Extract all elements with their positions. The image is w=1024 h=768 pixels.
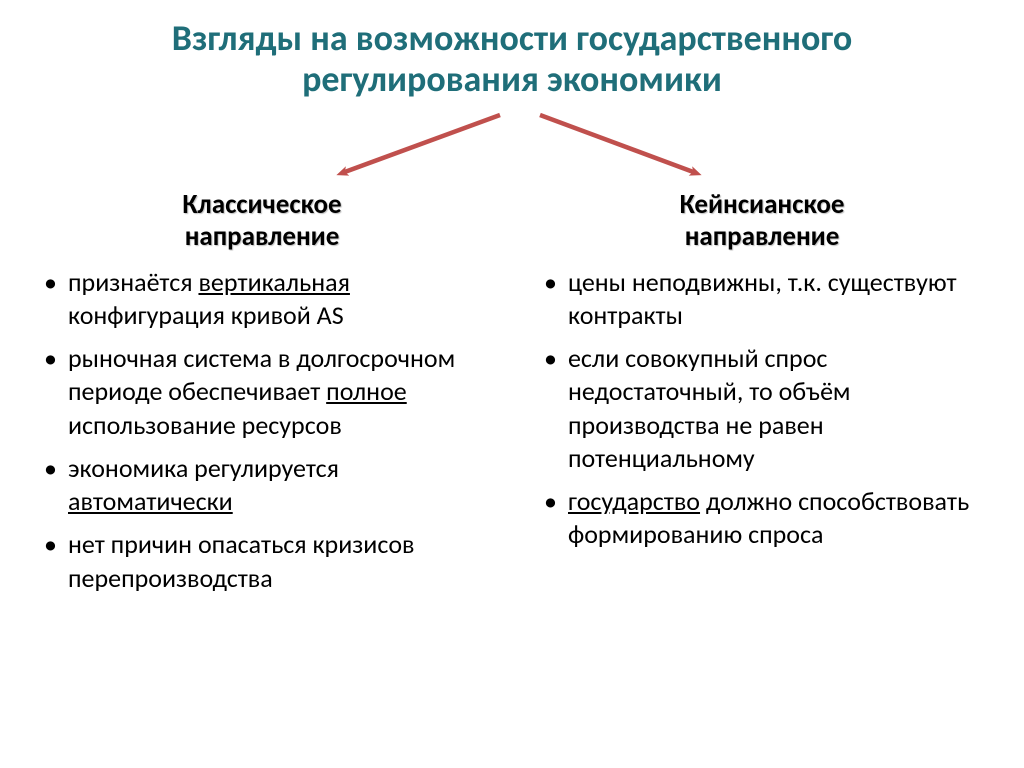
text-underlined: автоматически [68,485,233,517]
title-line: регулирования экономики [302,57,722,101]
arrow-right [540,115,696,173]
column-right: Кейнсианскоенаправление цены неподвижны,… [540,189,984,605]
list-item: признаётся вертикальная конфигурация кри… [68,266,484,333]
heading-line: направление [185,220,340,253]
text: нет причин опасаться кризисов перепроизв… [68,528,414,593]
text-underlined: государство [568,485,700,517]
arrow-diagram [40,109,984,187]
list-item: рыночная система в долгосрочном периоде … [68,342,484,442]
page-title: Взгляды на возможности государственногор… [40,18,984,101]
title-line: Взгляды на возможности государственного [172,16,852,60]
columns: Классическоенаправление признаётся верти… [40,189,984,605]
list-item: если совокупный спрос недостаточный, то … [568,342,984,475]
heading-line: Классическое [182,188,341,221]
text: экономика регулируется [68,452,339,484]
list-item: цены неподвижны, т.к. существуют контрак… [568,266,984,333]
arrow-left [342,115,500,173]
text: признаётся [68,266,198,298]
column-left: Классическоенаправление признаётся верти… [40,189,484,605]
heading-right: Кейнсианскоенаправление [540,189,984,254]
list-left: признаётся вертикальная конфигурация кри… [40,266,484,595]
heading-line: направление [685,220,840,253]
list-item: нет причин опасаться кризисов перепроизв… [68,528,484,595]
list-item: государство должно способствовать формир… [568,485,984,552]
heading-left: Классическоенаправление [40,189,484,254]
text: конфигурация кривой AS [68,299,344,331]
list-item: экономика регулируется автоматически [68,452,484,519]
text: цены неподвижны, т.к. существуют контрак… [568,266,957,331]
list-right: цены неподвижны, т.к. существуют контрак… [540,266,984,552]
text-underlined: полное [326,375,407,407]
heading-line: Кейнсианское [680,188,845,221]
text-underlined: вертикальная [198,266,349,298]
text: если совокупный спрос недостаточный, то … [568,342,850,474]
text: использование ресурсов [68,409,342,441]
